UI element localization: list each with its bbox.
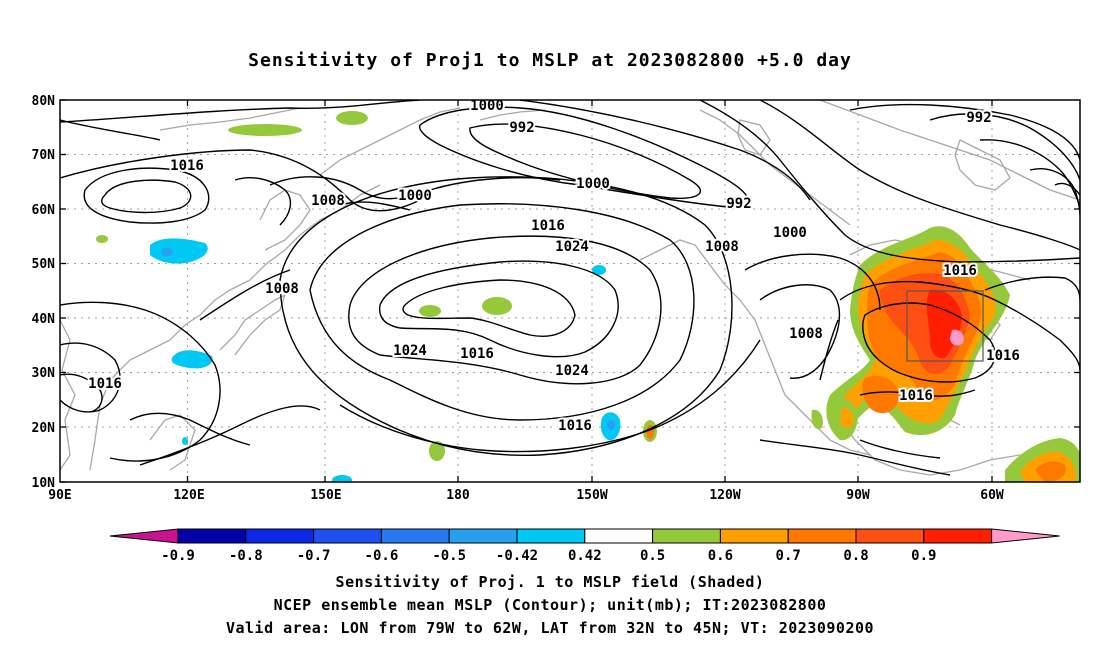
colorbar: -0.9 -0.8 -0.7 -0.6 -0.5 -0.42 0.42 0.5 0.6 0.7 0.…	[109, 528, 1060, 564]
contour-label: 1016	[460, 346, 494, 362]
colorbar-label: 0.8	[843, 548, 868, 564]
mslp-contours	[60, 100, 1080, 476]
lat-label: 30N	[32, 366, 56, 381]
contour-label: 1016	[170, 158, 204, 174]
colorbar-label: 0.42	[568, 548, 602, 564]
caption-line-2: NCEP ensemble mean MSLP (Contour); unit(…	[273, 596, 827, 614]
lon-label: 150W	[576, 488, 607, 503]
colorbar-label: -0.6	[365, 548, 399, 564]
colorbar-swatch	[787, 528, 857, 544]
lon-label: 120W	[709, 488, 740, 503]
contour-label: 992	[509, 120, 534, 136]
contour-label: 1000	[576, 176, 610, 192]
lat-label: 10N	[32, 476, 56, 491]
colorbar-low-triangle	[109, 528, 179, 544]
colorbar-swatch	[245, 528, 315, 544]
contour-label: 1000	[773, 225, 807, 241]
lon-label: 180	[446, 488, 470, 503]
lat-axis: 80N 70N 60N 50N 40N 30N 20N 10N	[32, 94, 56, 491]
colorbar-label: 0.9	[911, 548, 936, 564]
lat-label: 80N	[32, 94, 56, 109]
contour-label: 1000	[398, 188, 432, 204]
colorbar-label: -0.5	[432, 548, 466, 564]
colorbar-swatch	[516, 528, 586, 544]
lon-label: 150E	[310, 488, 341, 503]
colorbar-swatch	[923, 528, 993, 544]
lat-label: 70N	[32, 148, 56, 163]
contour-label: 992	[966, 110, 991, 126]
contour-label: 1008	[265, 281, 299, 297]
lon-label: 120E	[173, 488, 204, 503]
contour-label: 1016	[943, 263, 977, 279]
colorbar-swatch	[855, 528, 925, 544]
colorbar-swatch	[313, 528, 382, 544]
colorbar-swatch	[584, 528, 654, 544]
colorbar-label: 0.5	[640, 548, 665, 564]
contour-label: 1016	[899, 388, 933, 404]
lat-label: 60N	[32, 203, 56, 218]
contour-label: 1016	[88, 376, 122, 392]
colorbar-swatch	[177, 528, 247, 544]
contour-label: 1024	[555, 239, 589, 255]
lat-label: 40N	[32, 312, 56, 327]
contour-label: 1000	[470, 98, 504, 114]
lat-label: 50N	[32, 257, 56, 272]
colorbar-high-triangle	[991, 528, 1060, 544]
contour-labels: 1000 992 1016 1008 1000 1000 992 992 100…	[86, 98, 1022, 436]
colorbar-label: -0.8	[229, 548, 263, 564]
map-frame	[59, 99, 1081, 483]
contour-label: 1008	[705, 239, 739, 255]
colorbar-swatch	[448, 528, 518, 544]
caption-line-3: Valid area: LON from 79W to 62W, LAT fro…	[225, 619, 875, 637]
colorbar-swatch	[652, 528, 721, 544]
contour-label: 1024	[393, 343, 427, 359]
lon-label: 60W	[980, 488, 1004, 503]
contour-label: 1016	[558, 418, 592, 434]
contour-label: 1016	[986, 348, 1020, 364]
lat-label: 20N	[32, 421, 56, 436]
caption-line-1: Sensitivity of Proj. 1 to MSLP field (Sh…	[335, 573, 765, 591]
lon-label: 90E	[48, 488, 71, 503]
valid-area-box	[906, 290, 984, 362]
lon-axis: 90E 120E 150E 180 150W 120W 90W 60W	[48, 488, 1004, 503]
colorbar-swatch	[719, 528, 789, 544]
colorbar-swatch	[380, 528, 450, 544]
contour-label: 992	[726, 196, 751, 212]
lon-label: 90W	[846, 488, 870, 503]
axis-ticks	[60, 99, 1080, 483]
colorbar-label: -0.42	[496, 548, 538, 564]
colorbar-label: 0.6	[708, 548, 733, 564]
contour-label: 1008	[311, 193, 345, 209]
colorbar-label: -0.7	[297, 548, 331, 564]
colorbar-label: 0.7	[776, 548, 801, 564]
map-title: Sensitivity of Proj1 to MSLP at 20230828…	[248, 50, 852, 71]
sensitivity-shading	[96, 111, 1080, 482]
colorbar-label: -0.9	[161, 548, 195, 564]
contour-label: 1016	[531, 218, 565, 234]
contour-label: 1008	[789, 326, 823, 342]
contour-label: 1024	[555, 363, 589, 379]
